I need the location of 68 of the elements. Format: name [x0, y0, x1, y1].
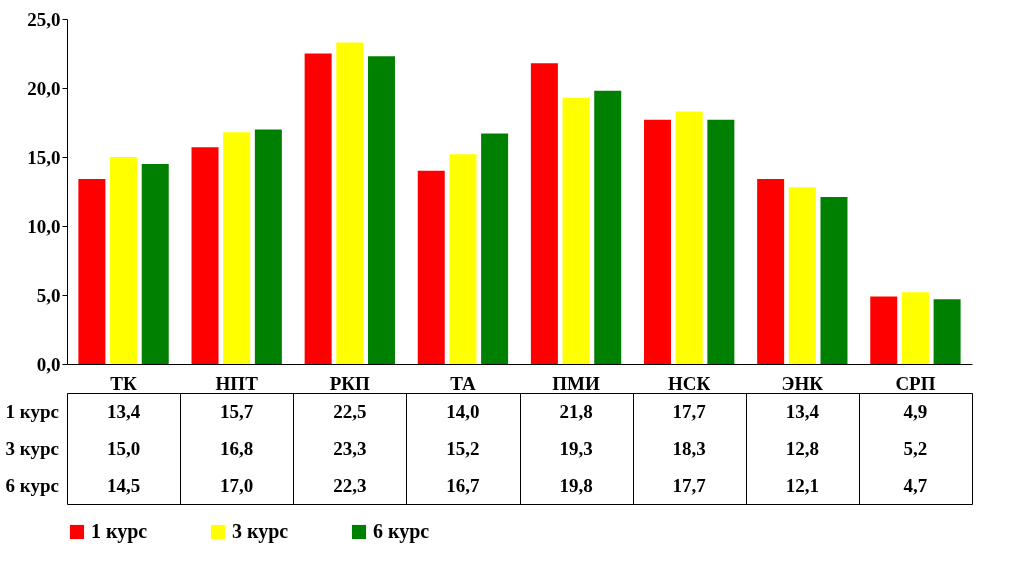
data-label: 22,3: [333, 474, 367, 496]
bar: [644, 119, 672, 364]
bar: [110, 157, 138, 364]
legend-label: 3 курс: [232, 520, 289, 543]
bar: [901, 292, 929, 364]
data-label: 17,7: [672, 474, 707, 496]
bar: [788, 187, 816, 364]
bar: [304, 53, 332, 364]
data-label: 17,7: [672, 400, 707, 422]
data-label: 14,0: [446, 400, 480, 422]
x-tick-label: СРП: [895, 372, 936, 394]
y-tick-label: 10,0: [27, 215, 61, 237]
bar: [562, 97, 590, 364]
data-label: 16,7: [446, 474, 481, 496]
data-label: 22,5: [333, 400, 367, 422]
bar: [675, 111, 703, 364]
x-tick-label: ЭНК: [781, 372, 824, 394]
y-tick-label: 25,0: [27, 8, 61, 30]
bar: [223, 132, 251, 364]
data-label: 16,8: [220, 437, 254, 459]
y-tick-label: 5,0: [36, 284, 61, 306]
bar: [933, 299, 961, 364]
data-label: 13,4: [106, 400, 141, 422]
bar: [870, 296, 898, 364]
bar: [820, 197, 848, 364]
data-label: 12,1: [785, 474, 819, 496]
data-label: 5,2: [903, 437, 928, 459]
bar: [141, 163, 169, 364]
data-label: 15,0: [106, 437, 141, 459]
data-label: 4,9: [903, 400, 928, 422]
bar: [481, 133, 509, 364]
text: 3 курс: [5, 437, 59, 459]
data-label: 4,7: [903, 474, 928, 496]
bar: [191, 147, 219, 364]
data-label: 13,4: [785, 400, 820, 422]
data-label: 19,3: [559, 437, 593, 459]
bar: [367, 56, 395, 364]
legend-label: 6 курс: [373, 520, 430, 543]
bar: [530, 63, 558, 364]
bar: [707, 119, 735, 364]
data-label: 12,8: [785, 437, 819, 459]
data-label: 15,7: [220, 400, 254, 422]
legend-label: 1 курс: [91, 520, 148, 543]
bar: [254, 129, 282, 364]
data-label: 17,0: [220, 474, 254, 496]
data-label: 23,3: [333, 437, 367, 459]
y-tick-label: 15,0: [27, 146, 61, 168]
x-tick-label: НСК: [668, 372, 711, 394]
x-tick-label: ТК: [110, 372, 138, 394]
y-tick-label: 20,0: [27, 77, 61, 99]
text: 1 курс: [5, 400, 59, 422]
x-tick-label: ПМИ: [552, 372, 601, 394]
y-tick-label: 0,0: [36, 353, 61, 375]
data-label: 21,8: [559, 400, 593, 422]
bar: [449, 154, 477, 364]
bar: [78, 179, 106, 364]
bar: [594, 90, 622, 364]
data-label: 14,5: [106, 474, 141, 496]
data-label: 15,2: [446, 437, 480, 459]
text: 6 курс: [5, 474, 59, 496]
bar: [417, 170, 445, 364]
x-tick-label: РКП: [329, 372, 371, 394]
data-label: 19,8: [559, 474, 593, 496]
bar: [336, 42, 364, 364]
x-tick-label: ТА: [450, 372, 476, 394]
data-label: 18,3: [672, 437, 706, 459]
x-tick-label: НПТ: [215, 372, 259, 394]
bar: [757, 179, 785, 364]
